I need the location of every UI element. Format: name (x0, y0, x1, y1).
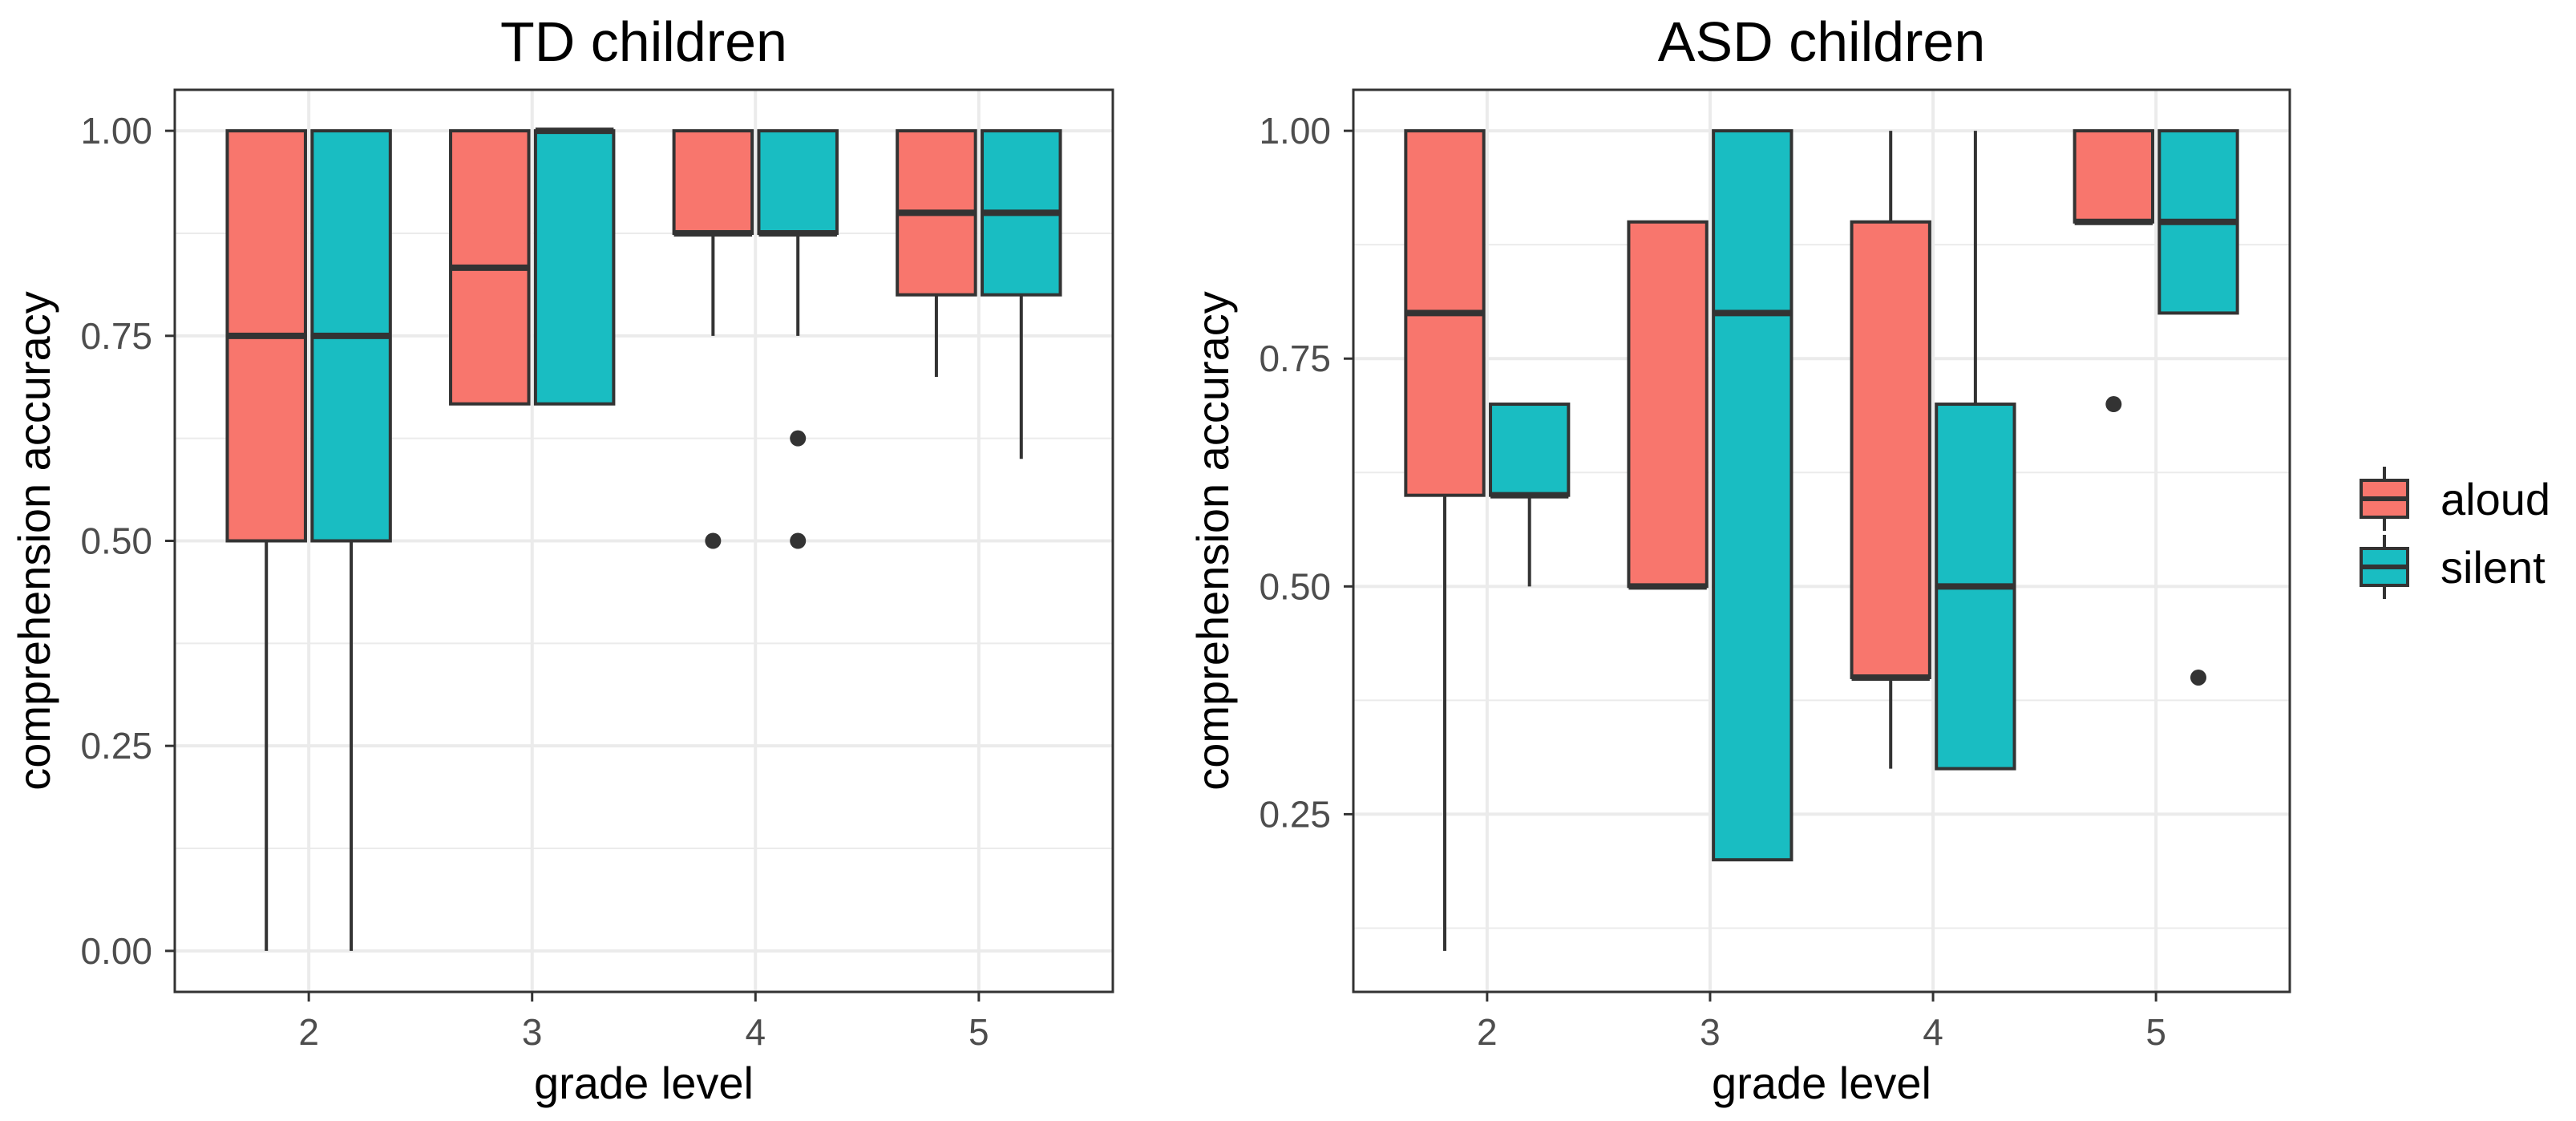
box-aloud-grade-5 (2073, 129, 2154, 224)
x-tick-label: 5 (2145, 1011, 2166, 1053)
chart-title: ASD children (1658, 10, 1986, 73)
x-tick-label: 2 (1477, 1011, 1498, 1053)
x-tick-label: 3 (522, 1011, 543, 1053)
outlier-point (790, 532, 807, 549)
x-axis-title: grade level (534, 1058, 754, 1108)
y-tick-label: 0.75 (80, 315, 152, 357)
box-silent-grade-4 (757, 129, 839, 235)
chart-title: TD children (500, 10, 787, 73)
legend-label-aloud: aloud (2441, 474, 2550, 524)
legend: aloud silent (2360, 467, 2550, 599)
box-aloud-grade-4 (672, 129, 754, 235)
box-silent-grade-3 (1712, 129, 1793, 862)
outlier-point (2105, 396, 2122, 413)
legend-label-silent: silent (2441, 542, 2546, 593)
box-silent-grade-2 (1489, 403, 1571, 497)
x-axis-title: grade level (1712, 1058, 1931, 1108)
panel-td-children: 0.00 0.25 0.50 0.75 1.00 2 3 4 5 TD children grade… (9, 10, 1114, 1108)
outlier-point (705, 532, 722, 549)
y-tick-label: 0.25 (80, 725, 152, 767)
y-axis-title: comprehension accuracy (9, 291, 59, 791)
x-tick-label: 4 (1923, 1011, 1943, 1053)
y-tick-label: 0.25 (1259, 793, 1331, 835)
box-aloud-grade-4 (1850, 220, 1931, 679)
y-axis-title: comprehension accuracy (1187, 291, 1238, 791)
x-tick-label: 3 (1700, 1011, 1721, 1053)
x-tick-label: 5 (969, 1011, 989, 1053)
outlier-point (2190, 669, 2206, 686)
box-silent-grade-3 (533, 129, 616, 406)
x-tick-label: 4 (745, 1011, 766, 1053)
y-tick-label: 0.50 (80, 520, 152, 562)
y-tick-label: 0.75 (1259, 338, 1331, 379)
x-tick-label: 2 (298, 1011, 319, 1053)
y-tick-label: 0.00 (80, 930, 152, 972)
panel-asd-children: 0.25 0.50 0.75 1.00 2 3 4 5 ASD children grade le… (1187, 10, 2291, 1108)
y-tick-label: 1.00 (80, 110, 152, 152)
plot-area (1353, 90, 2290, 992)
y-tick-label: 1.00 (1259, 110, 1331, 152)
y-tick-label: 0.50 (1259, 565, 1331, 607)
box-aloud-grade-3 (1627, 220, 1709, 589)
outlier-point (790, 430, 807, 447)
panel-border (1352, 88, 2291, 994)
